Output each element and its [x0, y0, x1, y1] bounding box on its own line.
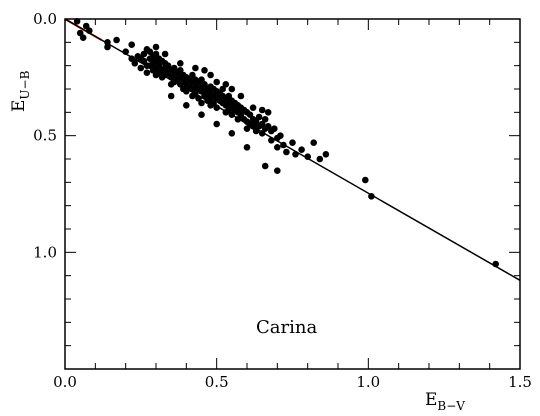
- data-point: [243, 144, 251, 151]
- data-point: [261, 116, 269, 123]
- y-axis-title: EU−B: [9, 70, 32, 112]
- data-point: [113, 36, 120, 44]
- data-point: [79, 34, 87, 41]
- x-axis-title: EB−V: [425, 390, 465, 413]
- y-tick-label: 0.5: [33, 127, 57, 145]
- data-point: [192, 64, 199, 72]
- data-point: [225, 92, 233, 100]
- data-point: [137, 64, 145, 72]
- data-point: [207, 71, 214, 79]
- data-point: [143, 46, 151, 53]
- region-label-carina: Carina: [256, 317, 317, 338]
- plot-layer: [64, 18, 521, 281]
- data-point: [274, 144, 281, 151]
- data-point: [228, 85, 236, 93]
- data-point: [249, 104, 257, 111]
- data-point: [177, 60, 184, 67]
- data-point: [82, 22, 90, 30]
- y-tick-label: 1.0: [33, 243, 57, 261]
- data-point: [243, 125, 251, 132]
- data-point: [258, 120, 266, 128]
- data-point: [219, 85, 226, 93]
- data-point: [189, 71, 196, 79]
- plot-frame: [64, 18, 521, 370]
- data-point: [252, 127, 260, 135]
- data-point: [201, 81, 208, 88]
- data-point: [104, 43, 111, 51]
- data-point: [274, 167, 281, 174]
- data-point: [152, 43, 160, 51]
- data-point: [177, 67, 184, 74]
- data-point: [198, 99, 205, 107]
- data-point: [201, 67, 208, 74]
- data-point: [264, 109, 272, 116]
- data-point: [264, 123, 272, 130]
- data-point: [170, 64, 178, 72]
- data-point: [261, 162, 269, 170]
- data-point: [128, 41, 135, 48]
- data-point: [152, 50, 160, 58]
- data-point: [304, 153, 312, 160]
- data-point: [122, 48, 129, 55]
- data-point: [280, 141, 287, 149]
- data-point: [131, 60, 139, 67]
- data-point: [228, 111, 236, 118]
- data-point: [289, 139, 296, 146]
- data-point: [228, 130, 236, 137]
- data-point: [492, 260, 500, 268]
- data-point: [167, 92, 175, 100]
- data-point: [143, 69, 151, 76]
- data-point: [183, 102, 190, 109]
- data-point: [237, 92, 245, 100]
- data-point: [213, 120, 220, 128]
- data-point: [298, 146, 305, 153]
- data-point: [283, 148, 290, 156]
- data-point: [140, 50, 148, 58]
- data-point: [310, 139, 318, 146]
- data-point: [316, 155, 324, 163]
- data-point: [161, 50, 169, 58]
- reddening-line: [64, 18, 521, 281]
- data-point: [86, 27, 93, 34]
- data-point: [258, 106, 266, 114]
- data-point: [104, 39, 111, 46]
- data-point: [213, 78, 220, 86]
- x-tick-label: 0.0: [53, 373, 77, 391]
- data-point: [195, 95, 202, 102]
- data-point: [271, 125, 278, 132]
- data-point: [210, 99, 217, 107]
- data-point: [268, 137, 275, 144]
- data-point: [368, 193, 375, 200]
- data-point: [362, 176, 369, 184]
- x-tick-label: 1.5: [508, 373, 532, 391]
- data-point: [292, 151, 299, 158]
- data-point: [76, 29, 84, 37]
- data-point: [277, 132, 284, 139]
- data-point: [140, 57, 148, 65]
- x-tick-label: 1.0: [356, 373, 380, 391]
- x-tick-label: 0.5: [205, 373, 229, 391]
- data-point: [322, 151, 330, 158]
- data-points: [73, 18, 500, 268]
- data-point: [198, 111, 205, 118]
- data-point: [222, 81, 230, 88]
- data-point: [255, 113, 263, 121]
- y-tick-label: 0.0: [33, 10, 57, 28]
- data-point: [213, 104, 220, 111]
